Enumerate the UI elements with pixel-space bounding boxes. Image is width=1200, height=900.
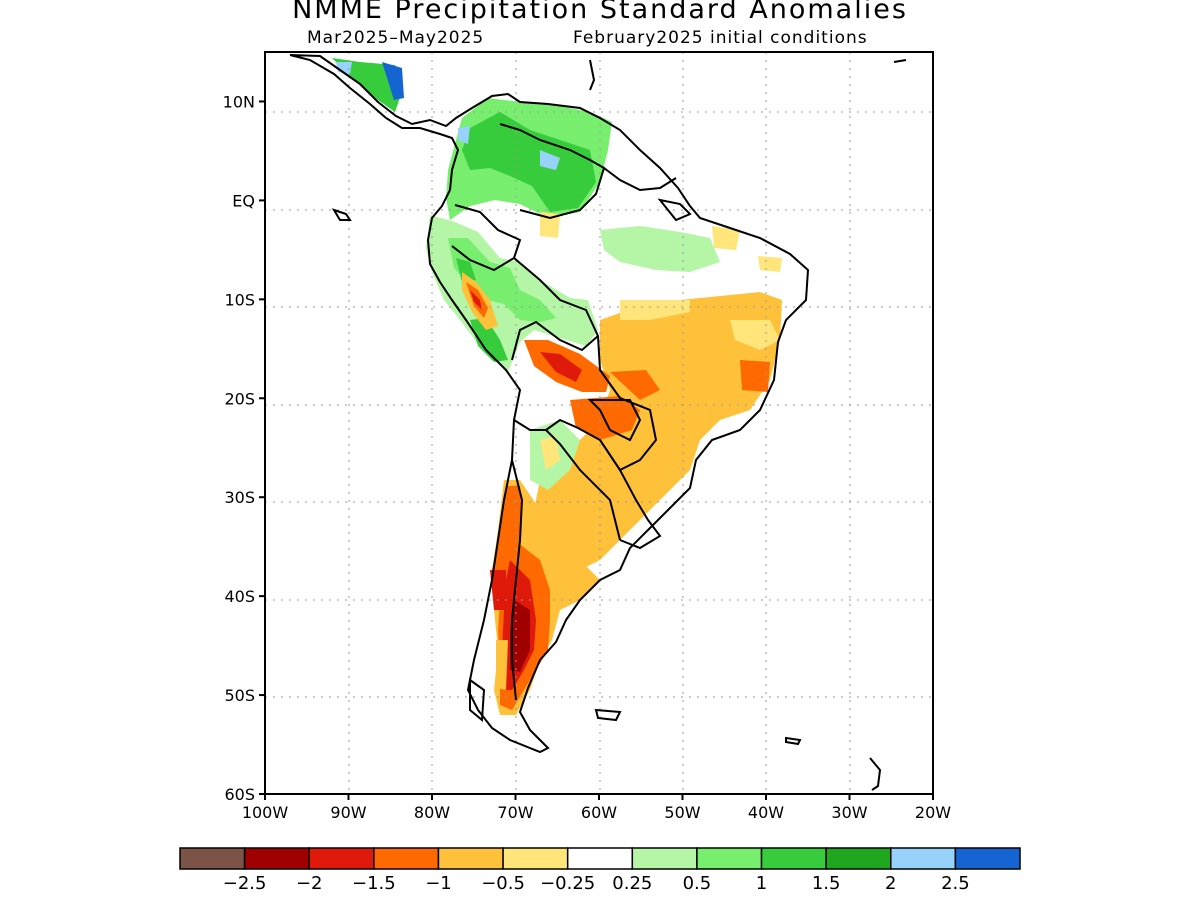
- lat-tick-label: 30S: [224, 488, 255, 507]
- colorbar-swatch: [696, 847, 763, 870]
- lon-tick-label: 70W: [497, 803, 533, 822]
- colorbar-label: −1.5: [352, 873, 396, 894]
- colorbar-swatch: [890, 847, 957, 870]
- colorbar-swatch: [437, 847, 504, 870]
- colorbar-label: −2: [296, 873, 323, 894]
- lon-tick-label: 20W: [915, 803, 951, 822]
- lon-tick-label: 80W: [414, 803, 450, 822]
- colorbar-label: −0.5: [481, 873, 525, 894]
- colorbar-swatch: [825, 847, 892, 870]
- colorbar-label: −2.5: [223, 873, 267, 894]
- colorbar-label: 1: [756, 873, 767, 894]
- lat-tick-label: 20S: [224, 389, 255, 408]
- forecast-period: Mar2025–May2025: [307, 28, 485, 48]
- initial-conditions: February2025 initial conditions: [573, 28, 868, 48]
- colorbar-swatch: [373, 847, 440, 870]
- colorbar-swatch: [954, 847, 1021, 870]
- longitude-axis: 100W 90W 80W 70W 60W 50W 40W 30W 20W: [242, 794, 951, 822]
- colorbar-swatch: [243, 847, 310, 870]
- colorbar-swatch: [631, 847, 698, 870]
- colorbar-label: 0.5: [683, 873, 712, 894]
- colorbar-swatch: [760, 847, 827, 870]
- chart-title: NMME Precipitation Standard Anomalies: [292, 0, 908, 25]
- lon-tick-label: 50W: [664, 803, 700, 822]
- colorbar-label: −0.25: [540, 873, 595, 894]
- lat-tick-label: EQ: [232, 191, 255, 210]
- lat-tick-label: 10S: [224, 290, 255, 309]
- colorbar-swatch: [502, 847, 569, 870]
- colorbar-label: 0.25: [612, 873, 652, 894]
- lon-tick-label: 60W: [581, 803, 617, 822]
- colorbar-swatch: [179, 847, 246, 870]
- colorbar-swatch: [566, 847, 634, 870]
- colorbar-label: 1.5: [812, 873, 841, 894]
- colorbar-label: −1: [425, 873, 452, 894]
- coastlines: [289, 54, 907, 791]
- colorbar-label: 2: [885, 873, 896, 894]
- lat-tick-label: 40S: [224, 587, 255, 606]
- colorbar-label: 2.5: [941, 873, 970, 894]
- lat-tick-label: 60S: [224, 785, 255, 804]
- lon-tick-label: 90W: [330, 803, 366, 822]
- lon-tick-label: 30W: [831, 803, 867, 822]
- lat-tick-label: 50S: [224, 686, 255, 705]
- colorbar-swatch: [308, 847, 375, 870]
- colorbar-labels: −2.5 −2 −1.5 −1 −0.5 −0.25 0.25 0.5 1 1.5 2 2.5: [223, 873, 970, 894]
- lat-tick-label: 10N: [223, 92, 255, 111]
- lon-tick-label: 40W: [748, 803, 784, 822]
- colorbar: [179, 847, 1021, 870]
- latitude-axis: 10N EQ 10S 20S 30S 40S 50S 60S: [223, 92, 265, 804]
- anomaly-field: [332, 58, 782, 715]
- lon-tick-label: 100W: [242, 803, 289, 822]
